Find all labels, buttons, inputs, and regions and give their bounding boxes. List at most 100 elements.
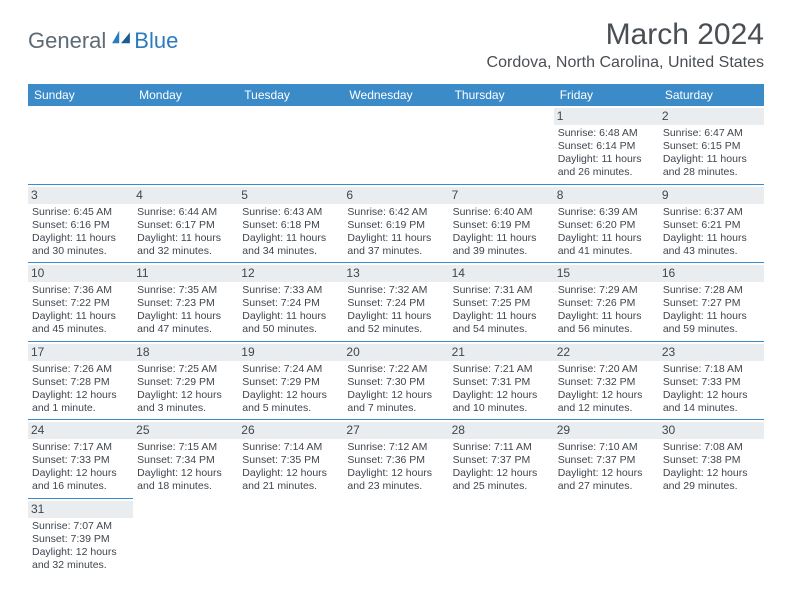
day-detail-line: Sunrise: 7:21 AM	[453, 363, 550, 376]
calendar-cell: 30Sunrise: 7:08 AMSunset: 7:38 PMDayligh…	[659, 420, 764, 499]
calendar-cell	[343, 498, 448, 576]
calendar-week-row: 24Sunrise: 7:17 AMSunset: 7:33 PMDayligh…	[28, 420, 764, 499]
calendar-cell: 5Sunrise: 6:43 AMSunset: 6:18 PMDaylight…	[238, 184, 343, 263]
day-detail-line: Daylight: 12 hours	[453, 467, 550, 480]
calendar-cell: 16Sunrise: 7:28 AMSunset: 7:27 PMDayligh…	[659, 263, 764, 342]
day-number: 29	[554, 422, 659, 439]
day-detail-line: Daylight: 11 hours	[453, 310, 550, 323]
page-header: General Blue March 2024 Cordova, North C…	[0, 0, 792, 78]
day-detail-line: Sunrise: 7:25 AM	[137, 363, 234, 376]
day-detail-line: Sunset: 7:32 PM	[558, 376, 655, 389]
calendar-cell: 27Sunrise: 7:12 AMSunset: 7:36 PMDayligh…	[343, 420, 448, 499]
day-detail-line: Sunset: 6:14 PM	[558, 140, 655, 153]
day-detail-line: and 50 minutes.	[242, 323, 339, 336]
calendar-cell: 13Sunrise: 7:32 AMSunset: 7:24 PMDayligh…	[343, 263, 448, 342]
day-detail-line: Sunrise: 6:37 AM	[663, 206, 760, 219]
calendar-cell	[343, 106, 448, 184]
day-detail-line: Sunrise: 6:45 AM	[32, 206, 129, 219]
calendar-week-row: 10Sunrise: 7:36 AMSunset: 7:22 PMDayligh…	[28, 263, 764, 342]
day-number: 7	[449, 187, 554, 204]
calendar-cell: 1Sunrise: 6:48 AMSunset: 6:14 PMDaylight…	[554, 106, 659, 184]
day-detail-line: Sunrise: 6:44 AM	[137, 206, 234, 219]
day-detail-line: and 34 minutes.	[242, 245, 339, 258]
day-detail-line: Sunset: 7:29 PM	[137, 376, 234, 389]
day-detail-line: Sunrise: 6:40 AM	[453, 206, 550, 219]
day-detail-line: and 39 minutes.	[453, 245, 550, 258]
calendar-cell: 28Sunrise: 7:11 AMSunset: 7:37 PMDayligh…	[449, 420, 554, 499]
calendar-cell: 24Sunrise: 7:17 AMSunset: 7:33 PMDayligh…	[28, 420, 133, 499]
calendar-cell: 29Sunrise: 7:10 AMSunset: 7:37 PMDayligh…	[554, 420, 659, 499]
day-detail-line: Sunset: 6:15 PM	[663, 140, 760, 153]
calendar-cell	[449, 106, 554, 184]
day-detail-line: Sunrise: 7:24 AM	[242, 363, 339, 376]
day-detail-line: Daylight: 11 hours	[32, 232, 129, 245]
day-detail-line: Sunset: 7:27 PM	[663, 297, 760, 310]
day-detail-line: and 18 minutes.	[137, 480, 234, 493]
calendar-cell: 6Sunrise: 6:42 AMSunset: 6:19 PMDaylight…	[343, 184, 448, 263]
day-detail-line: Sunset: 6:20 PM	[558, 219, 655, 232]
calendar-cell: 15Sunrise: 7:29 AMSunset: 7:26 PMDayligh…	[554, 263, 659, 342]
day-detail-line: Sunrise: 7:18 AM	[663, 363, 760, 376]
day-number: 26	[238, 422, 343, 439]
day-number: 22	[554, 344, 659, 361]
day-detail-line: Sunrise: 7:32 AM	[347, 284, 444, 297]
day-detail-line: Daylight: 11 hours	[558, 153, 655, 166]
calendar-week-row: 17Sunrise: 7:26 AMSunset: 7:28 PMDayligh…	[28, 341, 764, 420]
day-detail-line: Sunset: 6:16 PM	[32, 219, 129, 232]
day-detail-line: Sunset: 7:23 PM	[137, 297, 234, 310]
day-detail-line: Sunset: 7:33 PM	[32, 454, 129, 467]
day-number: 9	[659, 187, 764, 204]
day-number: 31	[28, 501, 133, 518]
weekday-header: Sunday	[28, 84, 133, 106]
day-detail-line: Daylight: 11 hours	[137, 232, 234, 245]
brand-logo: General Blue	[28, 28, 178, 54]
calendar-cell	[554, 498, 659, 576]
calendar-table: Sunday Monday Tuesday Wednesday Thursday…	[28, 84, 764, 576]
day-detail-line: and 5 minutes.	[242, 402, 339, 415]
day-detail-line: Daylight: 11 hours	[242, 232, 339, 245]
day-number: 8	[554, 187, 659, 204]
day-detail-line: and 28 minutes.	[663, 166, 760, 179]
day-detail-line: Sunrise: 7:35 AM	[137, 284, 234, 297]
day-detail-line: Sunrise: 6:47 AM	[663, 127, 760, 140]
calendar-cell: 21Sunrise: 7:21 AMSunset: 7:31 PMDayligh…	[449, 341, 554, 420]
day-number: 5	[238, 187, 343, 204]
calendar-week-row: 3Sunrise: 6:45 AMSunset: 6:16 PMDaylight…	[28, 184, 764, 263]
day-detail-line: Sunset: 7:35 PM	[242, 454, 339, 467]
day-detail-line: and 56 minutes.	[558, 323, 655, 336]
day-detail-line: and 32 minutes.	[137, 245, 234, 258]
day-detail-line: Daylight: 12 hours	[663, 389, 760, 402]
day-detail-line: Daylight: 11 hours	[558, 310, 655, 323]
day-detail-line: Sunset: 7:37 PM	[453, 454, 550, 467]
day-detail-line: Daylight: 12 hours	[32, 546, 129, 559]
day-number: 28	[449, 422, 554, 439]
day-detail-line: Daylight: 11 hours	[663, 310, 760, 323]
day-detail-line: Sunset: 7:26 PM	[558, 297, 655, 310]
day-detail-line: Daylight: 12 hours	[32, 467, 129, 480]
day-detail-line: Sunrise: 7:07 AM	[32, 520, 129, 533]
calendar-cell: 12Sunrise: 7:33 AMSunset: 7:24 PMDayligh…	[238, 263, 343, 342]
day-number: 30	[659, 422, 764, 439]
calendar-cell	[659, 498, 764, 576]
day-detail-line: Daylight: 12 hours	[453, 389, 550, 402]
calendar-cell	[238, 106, 343, 184]
day-number: 18	[133, 344, 238, 361]
day-number: 13	[343, 265, 448, 282]
day-number: 19	[238, 344, 343, 361]
day-detail-line: Sunrise: 7:22 AM	[347, 363, 444, 376]
calendar-cell: 3Sunrise: 6:45 AMSunset: 6:16 PMDaylight…	[28, 184, 133, 263]
day-detail-line: and 30 minutes.	[32, 245, 129, 258]
day-detail-line: Daylight: 11 hours	[137, 310, 234, 323]
day-detail-line: and 27 minutes.	[558, 480, 655, 493]
day-detail-line: and 16 minutes.	[32, 480, 129, 493]
day-detail-line: Sunset: 7:24 PM	[347, 297, 444, 310]
day-detail-line: and 21 minutes.	[242, 480, 339, 493]
day-detail-line: Daylight: 12 hours	[558, 389, 655, 402]
day-detail-line: Sunrise: 7:17 AM	[32, 441, 129, 454]
day-detail-line: Daylight: 12 hours	[663, 467, 760, 480]
day-number: 27	[343, 422, 448, 439]
calendar-week-row: 31Sunrise: 7:07 AMSunset: 7:39 PMDayligh…	[28, 498, 764, 576]
calendar-cell: 11Sunrise: 7:35 AMSunset: 7:23 PMDayligh…	[133, 263, 238, 342]
day-detail-line: and 1 minute.	[32, 402, 129, 415]
calendar-cell: 19Sunrise: 7:24 AMSunset: 7:29 PMDayligh…	[238, 341, 343, 420]
